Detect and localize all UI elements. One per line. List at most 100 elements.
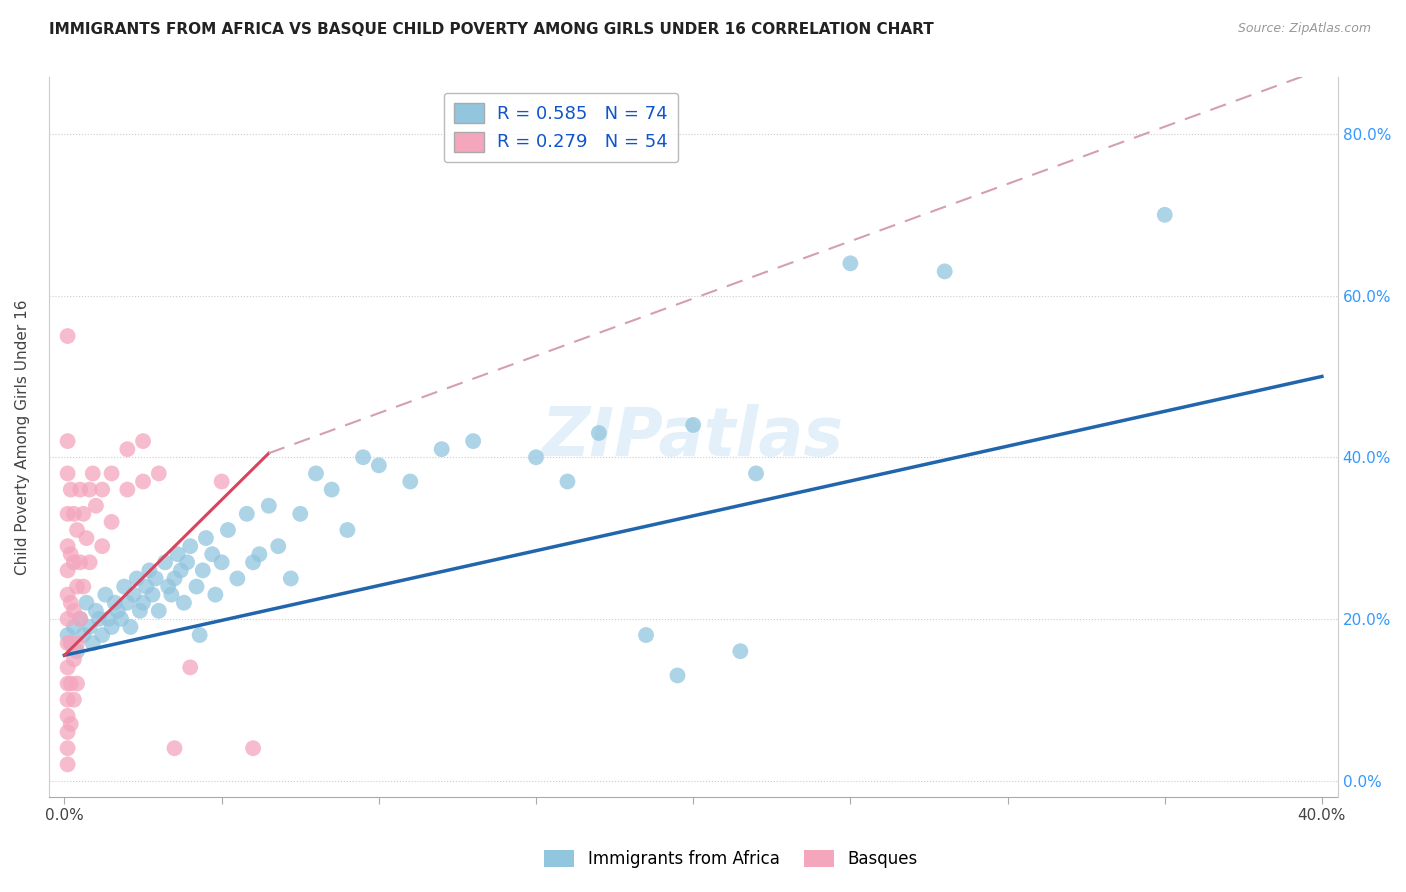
Point bbox=[163, 741, 186, 756]
Point bbox=[66, 523, 89, 537]
Point bbox=[69, 483, 91, 497]
Point bbox=[157, 580, 180, 594]
Point bbox=[63, 604, 86, 618]
Point bbox=[66, 676, 89, 690]
Point bbox=[188, 628, 211, 642]
Point bbox=[117, 596, 139, 610]
Point bbox=[211, 555, 233, 569]
Point bbox=[91, 539, 114, 553]
Point bbox=[125, 572, 148, 586]
Point bbox=[63, 555, 86, 569]
Point bbox=[148, 467, 170, 481]
Point bbox=[100, 620, 122, 634]
Point bbox=[59, 596, 82, 610]
Point bbox=[120, 620, 142, 634]
Point bbox=[56, 725, 79, 739]
Point bbox=[730, 644, 752, 658]
Point bbox=[56, 676, 79, 690]
Point bbox=[107, 604, 129, 618]
Point bbox=[84, 604, 107, 618]
Point bbox=[122, 588, 145, 602]
Point bbox=[63, 620, 86, 634]
Point bbox=[132, 475, 155, 489]
Point bbox=[290, 507, 312, 521]
Point bbox=[634, 628, 657, 642]
Point bbox=[257, 499, 280, 513]
Point bbox=[588, 425, 610, 440]
Point bbox=[59, 636, 82, 650]
Point bbox=[280, 572, 302, 586]
Point bbox=[63, 692, 86, 706]
Point bbox=[56, 741, 79, 756]
Text: Source: ZipAtlas.com: Source: ZipAtlas.com bbox=[1237, 22, 1371, 36]
Text: IMMIGRANTS FROM AFRICA VS BASQUE CHILD POVERTY AMONG GIRLS UNDER 16 CORRELATION : IMMIGRANTS FROM AFRICA VS BASQUE CHILD P… bbox=[49, 22, 934, 37]
Point bbox=[56, 692, 79, 706]
Point bbox=[72, 507, 94, 521]
Point bbox=[153, 555, 176, 569]
Point bbox=[66, 580, 89, 594]
Point bbox=[170, 563, 193, 577]
Point bbox=[76, 531, 98, 545]
Point bbox=[367, 458, 389, 473]
Point bbox=[934, 264, 956, 278]
Point bbox=[217, 523, 239, 537]
Point bbox=[56, 628, 79, 642]
Point bbox=[100, 467, 122, 481]
Point bbox=[226, 572, 249, 586]
Point bbox=[166, 547, 188, 561]
Point bbox=[666, 668, 689, 682]
Point bbox=[321, 483, 343, 497]
Point bbox=[399, 475, 422, 489]
Point bbox=[112, 580, 135, 594]
Point bbox=[211, 475, 233, 489]
Point bbox=[72, 580, 94, 594]
Point bbox=[66, 636, 89, 650]
Point bbox=[430, 442, 453, 457]
Point bbox=[79, 555, 101, 569]
Point bbox=[148, 604, 170, 618]
Point bbox=[59, 676, 82, 690]
Point bbox=[56, 660, 79, 674]
Point bbox=[59, 717, 82, 731]
Point bbox=[59, 547, 82, 561]
Point bbox=[79, 620, 101, 634]
Point bbox=[745, 467, 768, 481]
Point bbox=[59, 483, 82, 497]
Point bbox=[352, 450, 374, 465]
Point bbox=[82, 636, 104, 650]
Legend: Immigrants from Africa, Basques: Immigrants from Africa, Basques bbox=[537, 843, 925, 875]
Point bbox=[56, 636, 79, 650]
Point bbox=[132, 434, 155, 449]
Point bbox=[132, 596, 155, 610]
Point bbox=[56, 434, 79, 449]
Point bbox=[1153, 208, 1175, 222]
Point bbox=[160, 588, 183, 602]
Point bbox=[56, 507, 79, 521]
Point bbox=[839, 256, 862, 270]
Point bbox=[56, 467, 79, 481]
Point bbox=[79, 483, 101, 497]
Point bbox=[63, 652, 86, 666]
Point bbox=[267, 539, 290, 553]
Point bbox=[91, 628, 114, 642]
Point bbox=[194, 531, 217, 545]
Point bbox=[117, 442, 139, 457]
Point bbox=[100, 515, 122, 529]
Point bbox=[82, 467, 104, 481]
Point bbox=[87, 612, 110, 626]
Point bbox=[186, 580, 208, 594]
Point bbox=[69, 612, 91, 626]
Point bbox=[56, 612, 79, 626]
Point bbox=[242, 555, 264, 569]
Point bbox=[173, 596, 195, 610]
Point bbox=[129, 604, 152, 618]
Point bbox=[524, 450, 547, 465]
Point bbox=[138, 563, 160, 577]
Point bbox=[97, 612, 120, 626]
Point bbox=[242, 741, 264, 756]
Point bbox=[76, 596, 98, 610]
Point bbox=[59, 636, 82, 650]
Point bbox=[247, 547, 270, 561]
Point bbox=[56, 563, 79, 577]
Point bbox=[305, 467, 328, 481]
